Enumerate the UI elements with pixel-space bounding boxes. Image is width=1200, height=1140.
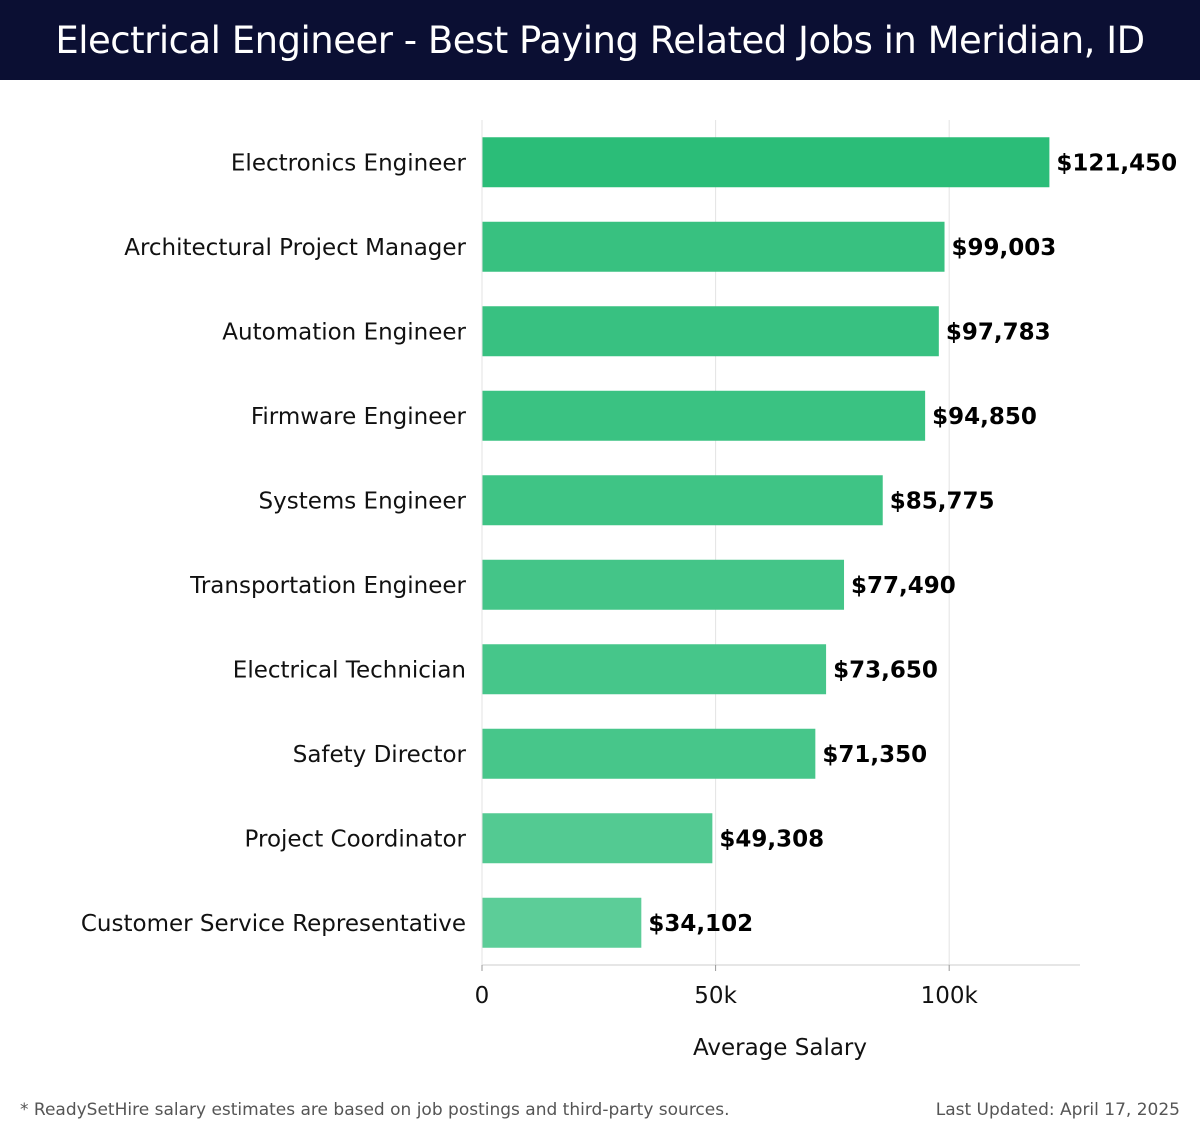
chart-title: Electrical Engineer - Best Paying Relate… xyxy=(55,18,1145,62)
bars: Electronics Engineer $121,450 Architectura… xyxy=(81,137,1177,948)
bar xyxy=(482,137,1050,188)
x-tick-label: 0 xyxy=(475,983,490,1009)
bar xyxy=(482,728,816,779)
bar xyxy=(482,390,926,441)
footnote: * ReadySetHire salary estimates are base… xyxy=(20,1100,730,1120)
value-label: $97,783 xyxy=(946,319,1051,345)
category-label: Architectural Project Manager xyxy=(124,235,466,261)
bar xyxy=(482,559,845,610)
value-label: $121,450 xyxy=(1056,150,1177,176)
category-label: Firmware Engineer xyxy=(251,404,467,430)
last-updated: Last Updated: April 17, 2025 xyxy=(935,1100,1180,1120)
value-label: $99,003 xyxy=(952,235,1057,261)
category-label: Project Coordinator xyxy=(245,826,467,852)
category-label: Automation Engineer xyxy=(222,319,466,345)
category-label: Electrical Technician xyxy=(233,657,466,683)
value-label: $94,850 xyxy=(932,404,1037,430)
value-label: $85,775 xyxy=(890,488,995,514)
bar xyxy=(482,475,883,526)
bar xyxy=(482,813,713,864)
x-axis: 0 50k 100k xyxy=(475,120,1080,1009)
x-tick-label: 100k xyxy=(921,983,979,1009)
bar xyxy=(482,306,939,357)
x-axis-title: Average Salary xyxy=(693,1035,867,1061)
salary-bar-chart: Electronics Engineer $121,450 Architectura… xyxy=(81,120,1177,1061)
chart-header: Electrical Engineer - Best Paying Relate… xyxy=(0,0,1200,80)
value-label: $73,650 xyxy=(833,657,938,683)
value-label: $71,350 xyxy=(822,742,927,768)
bar xyxy=(482,644,827,695)
bar xyxy=(482,897,642,948)
x-tick-label: 50k xyxy=(694,983,737,1009)
category-label: Customer Service Representative xyxy=(81,911,466,937)
value-label: $49,308 xyxy=(719,826,824,852)
value-label: $77,490 xyxy=(851,573,956,599)
category-label: Systems Engineer xyxy=(259,488,467,514)
bar xyxy=(482,221,945,272)
category-label: Safety Director xyxy=(293,742,467,768)
category-label: Transportation Engineer xyxy=(189,573,466,599)
value-label: $34,102 xyxy=(648,911,753,937)
category-label: Electronics Engineer xyxy=(231,150,467,176)
